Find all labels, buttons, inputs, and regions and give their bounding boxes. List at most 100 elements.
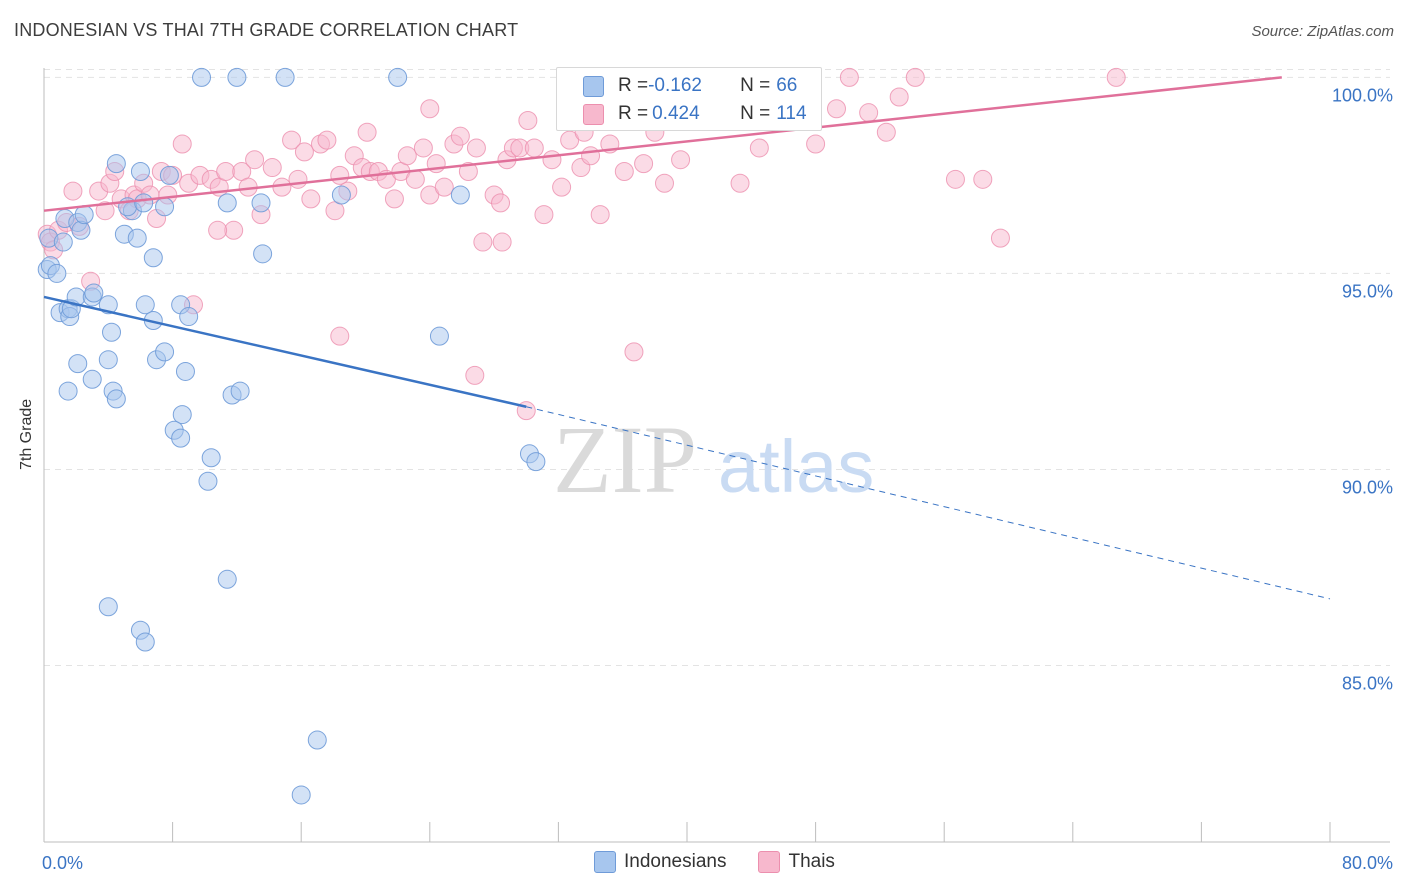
x-tick-label: 0.0%: [42, 853, 83, 873]
thais-point: [491, 193, 511, 213]
thais-point: [384, 189, 404, 209]
tick-labels: 85.0% 90.0% 95.0% 100.0% 0.0% 80.0%: [42, 85, 1393, 873]
thais-point: [889, 87, 909, 107]
indonesians-point: [71, 220, 91, 240]
thais-point: [330, 326, 350, 346]
thais-point: [208, 220, 228, 240]
indonesians-swatch: [583, 75, 604, 97]
thais-point: [839, 67, 859, 87]
thais-point: [552, 177, 572, 197]
legend-item-indonesians[interactable]: Indonesians: [594, 851, 726, 873]
thais-point: [465, 365, 485, 385]
indonesians-point: [217, 193, 237, 213]
thais-point: [990, 228, 1010, 248]
thais-point: [859, 103, 879, 123]
indonesians-point: [68, 354, 88, 374]
thais-point: [905, 67, 925, 87]
y-tick-label: 100.0%: [1332, 85, 1393, 105]
x-tick-label: 80.0%: [1342, 853, 1393, 873]
thais-point: [826, 99, 846, 119]
indonesians-point: [388, 67, 408, 87]
thais-point: [330, 165, 350, 185]
thais-trend-line: [43, 76, 1282, 212]
watermark: ZIP atlas: [553, 406, 874, 513]
indonesians-point: [227, 67, 247, 87]
thais-point: [262, 158, 282, 178]
thais-point: [492, 232, 512, 252]
n-value: 66: [776, 75, 798, 96]
thais-point: [357, 122, 377, 142]
thais-point: [749, 138, 769, 158]
thais-point: [458, 161, 478, 181]
thais-point: [518, 111, 538, 131]
y-tick-label: 90.0%: [1342, 477, 1393, 497]
thais-point: [590, 205, 610, 225]
indonesians-point: [172, 405, 192, 425]
chart-title: INDONESIAN VS THAI 7TH GRADE CORRELATION…: [14, 20, 519, 40]
indonesians-point: [450, 185, 470, 205]
thais-point: [317, 130, 337, 150]
thais-point: [581, 146, 601, 166]
thais-point: [614, 161, 634, 181]
axes: [43, 68, 1390, 843]
indonesians-point: [331, 185, 351, 205]
legend-item-thais[interactable]: Thais: [758, 851, 835, 873]
indonesians-point: [275, 67, 295, 87]
indonesians-point: [198, 471, 218, 491]
thais-point: [397, 146, 417, 166]
thais-point: [224, 220, 244, 240]
n-value: 114: [776, 103, 807, 124]
indonesians-point: [84, 283, 104, 303]
legend-row-indonesians: R = -0.162 N = 66: [583, 75, 797, 97]
indonesians-point: [82, 369, 102, 389]
legend-row-thais: R = 0.424 N = 114: [583, 103, 807, 125]
thais-point: [876, 122, 896, 142]
y-tick-label: 95.0%: [1342, 281, 1393, 301]
indonesians-point: [192, 67, 212, 87]
indonesians-point: [135, 632, 155, 652]
indonesians-point: [217, 569, 237, 589]
indonesians-points: [37, 67, 546, 805]
indonesians-point: [230, 381, 250, 401]
thais-point: [272, 177, 292, 197]
watermark-zip: ZIP: [553, 406, 697, 513]
thais-point: [473, 232, 493, 252]
indonesians-point: [201, 448, 221, 468]
indonesians-point: [98, 597, 118, 617]
thais-point: [294, 142, 314, 162]
indonesians-point: [251, 193, 271, 213]
thais-point: [524, 138, 544, 158]
r-value: 0.424: [652, 103, 700, 124]
legend-label-thais: Thais: [788, 851, 835, 872]
indonesians-point: [175, 361, 195, 381]
indonesians-legend-swatch: [594, 851, 616, 873]
indonesians-point: [106, 389, 126, 409]
indonesians-point: [159, 165, 179, 185]
indonesians-point: [53, 232, 73, 252]
thais-point: [1106, 67, 1126, 87]
thais-point: [560, 130, 580, 150]
thais-point: [216, 161, 236, 181]
series-legend: Indonesians Thais: [594, 851, 867, 873]
thais-point: [63, 181, 83, 201]
thais-point: [654, 173, 674, 193]
thais-point: [671, 150, 691, 170]
correlation-legend-box: R = -0.162 N = 66 R = 0.424 N = 114: [556, 67, 822, 131]
indonesians-point: [130, 161, 150, 181]
thais-point: [434, 177, 454, 197]
indonesians-point: [74, 205, 94, 225]
thais-point: [945, 169, 965, 189]
n-label: N =: [740, 75, 771, 96]
thais-point: [806, 134, 826, 154]
indonesians-point: [171, 428, 191, 448]
indonesians-point: [134, 193, 154, 213]
thais-point: [624, 342, 644, 362]
indonesians-trend-extension: [526, 406, 1331, 600]
thais-point: [466, 138, 486, 158]
legend-label-indonesians: Indonesians: [624, 851, 727, 872]
indonesians-point: [47, 263, 67, 283]
indonesians-point: [106, 154, 126, 174]
watermark-atlas: atlas: [718, 425, 874, 508]
n-label: N =: [740, 103, 771, 124]
